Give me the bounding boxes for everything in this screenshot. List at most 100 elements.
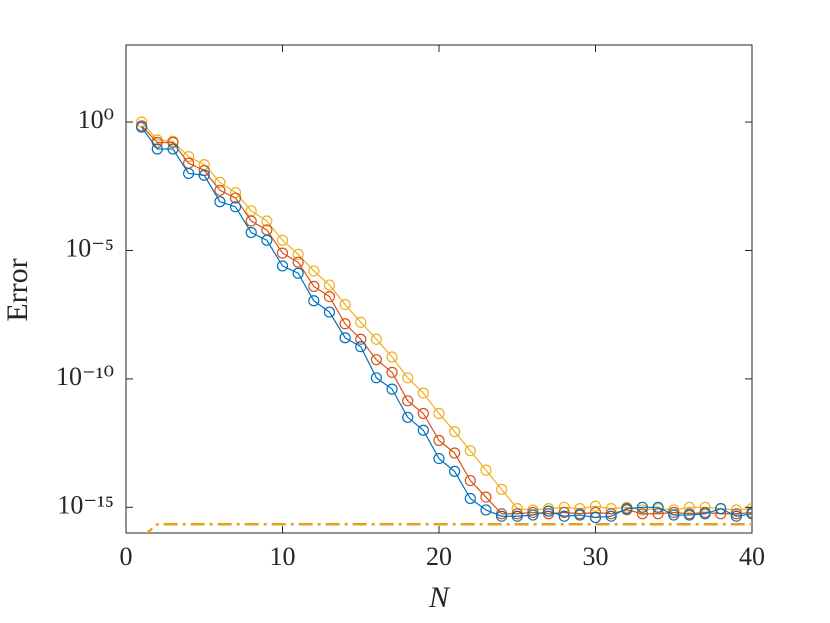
data-point xyxy=(683,509,696,521)
data-point xyxy=(402,395,414,407)
data-point xyxy=(527,509,539,521)
y-tick-label: 10⁻¹⁵ xyxy=(57,490,114,519)
data-point xyxy=(323,279,336,291)
data-point xyxy=(370,333,382,345)
data-point xyxy=(527,506,539,519)
data-point xyxy=(715,503,727,515)
data-point xyxy=(589,511,602,524)
data-point xyxy=(308,265,320,277)
x-axis-label: N xyxy=(428,581,451,614)
data-point xyxy=(652,508,664,520)
data-point xyxy=(542,505,555,517)
data-point xyxy=(542,508,555,520)
data-point xyxy=(276,260,289,272)
data-point xyxy=(136,116,148,128)
data-point xyxy=(449,447,461,459)
data-point xyxy=(621,503,633,515)
data-point xyxy=(480,464,492,476)
x-tick-label: 10 xyxy=(270,542,296,571)
data-point xyxy=(402,411,414,423)
data-point xyxy=(496,510,508,522)
data-point xyxy=(355,341,367,353)
data-point xyxy=(370,354,382,366)
data-point xyxy=(323,290,336,303)
data-point xyxy=(746,508,752,520)
data-point xyxy=(198,159,210,171)
x-tick-label: 20 xyxy=(426,542,452,571)
series-line xyxy=(141,121,752,511)
data-point xyxy=(386,383,398,395)
data-point xyxy=(636,501,649,513)
data-point xyxy=(402,372,414,384)
data-point xyxy=(464,492,476,505)
data-point xyxy=(151,143,163,155)
data-point xyxy=(511,510,523,522)
data-point xyxy=(746,503,752,515)
data-point xyxy=(699,508,711,520)
series-line xyxy=(141,126,752,519)
data-point xyxy=(198,169,210,181)
data-point xyxy=(558,506,570,519)
data-point xyxy=(683,501,696,513)
data-point xyxy=(167,136,179,149)
x-tick-label: 30 xyxy=(583,542,609,571)
data-point xyxy=(339,332,351,344)
data-point xyxy=(480,504,492,516)
y-axis-label: Error xyxy=(1,258,34,321)
data-point xyxy=(386,351,398,363)
data-point xyxy=(589,500,602,512)
data-point xyxy=(464,474,476,487)
plot-frame xyxy=(125,44,753,534)
data-point xyxy=(229,201,242,213)
data-point xyxy=(496,483,508,495)
data-point xyxy=(370,372,382,384)
data-point xyxy=(636,504,649,516)
data-point xyxy=(339,298,351,311)
plot-area xyxy=(136,116,752,533)
x-tick-label: 40 xyxy=(739,542,765,571)
series-line xyxy=(141,125,752,515)
data-point xyxy=(292,248,304,260)
data-point xyxy=(433,434,445,447)
data-point xyxy=(245,215,257,227)
data-point xyxy=(261,234,273,246)
y-tick-label: 10⁻¹⁰ xyxy=(56,362,114,391)
data-point xyxy=(386,366,398,378)
data-point xyxy=(433,452,445,465)
data-point xyxy=(417,407,429,420)
data-point xyxy=(276,234,289,246)
data-point xyxy=(214,176,226,188)
data-point xyxy=(355,333,367,345)
data-point xyxy=(574,509,586,521)
data-point xyxy=(417,424,429,436)
data-point xyxy=(417,387,429,399)
data-point xyxy=(464,445,476,457)
data-point xyxy=(480,491,492,503)
data-point xyxy=(214,196,226,208)
data-point xyxy=(183,167,195,180)
data-point xyxy=(308,280,320,292)
data-point xyxy=(214,184,226,196)
data-point xyxy=(167,143,179,155)
x-tick-label: 0 xyxy=(120,542,133,571)
data-point xyxy=(292,267,304,279)
data-point xyxy=(339,318,351,330)
data-point xyxy=(558,510,570,522)
data-point xyxy=(355,316,367,328)
data-point xyxy=(433,407,445,420)
data-point xyxy=(730,510,742,522)
data-point xyxy=(229,192,242,204)
data-point xyxy=(308,295,320,307)
data-point xyxy=(652,501,664,513)
data-point xyxy=(730,504,742,516)
data-point xyxy=(323,306,336,318)
data-point xyxy=(261,215,273,227)
data-point xyxy=(276,247,289,259)
data-point xyxy=(636,508,649,520)
data-point xyxy=(449,465,461,478)
y-tick-label: 10⁰ xyxy=(78,105,114,134)
y-tick-label: 10⁻⁵ xyxy=(65,233,114,262)
data-point xyxy=(136,121,148,133)
reference-line xyxy=(145,522,752,533)
